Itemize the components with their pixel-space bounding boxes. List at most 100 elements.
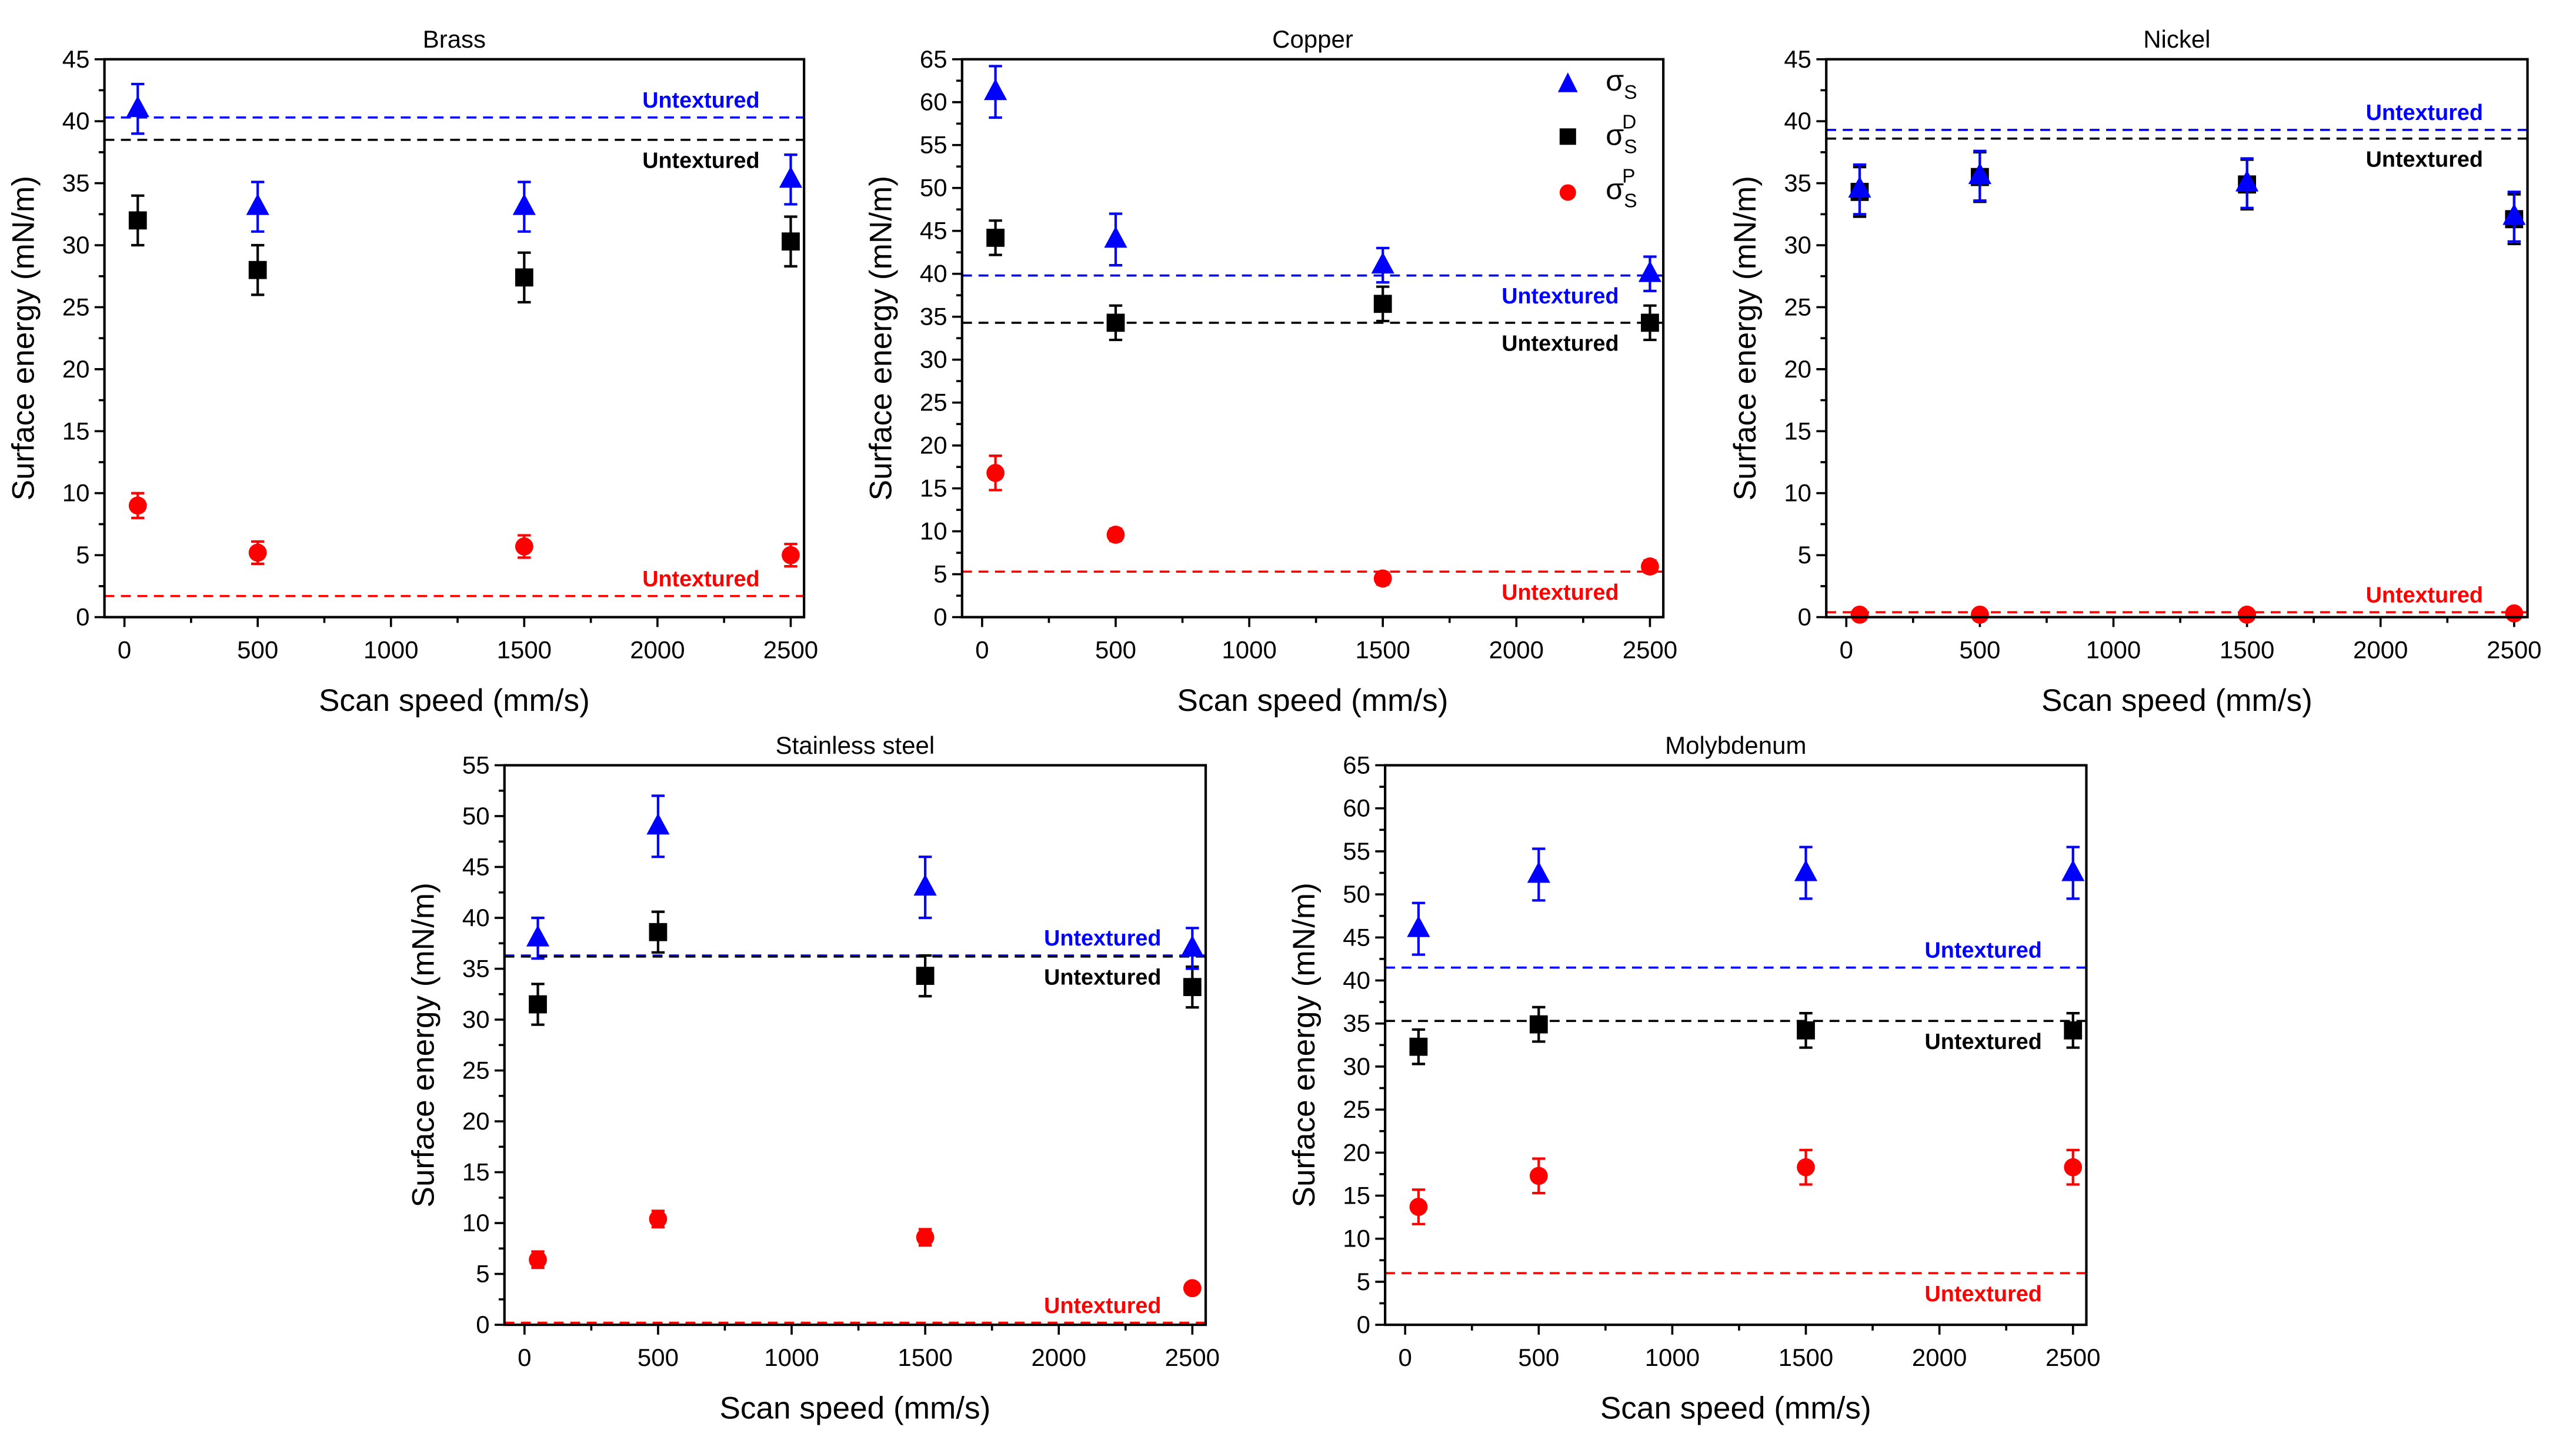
- plot-frame: [1384, 764, 2088, 1327]
- y-tick-label: 30: [1343, 1053, 1370, 1080]
- x-tick-label: 1500: [897, 1344, 952, 1371]
- data-point-total: [1104, 226, 1127, 248]
- data-point-polar: [1373, 569, 1392, 588]
- data-point-total: [126, 95, 149, 118]
- y-tick-label: 25: [1343, 1095, 1370, 1123]
- x-tick-label: 500: [1095, 636, 1136, 664]
- x-tick-label: 1000: [1645, 1344, 1700, 1371]
- legend-label: σSP: [1606, 166, 1637, 212]
- y-tick-label: 40: [1343, 966, 1370, 994]
- data-point-dispersive: [1641, 313, 1659, 332]
- untextured-label: Untextured: [1925, 1030, 2042, 1054]
- y-tick-label: 55: [1343, 837, 1370, 865]
- legend-symbol: σ: [1606, 118, 1624, 151]
- y-tick-label: 35: [920, 303, 947, 330]
- data-point-dispersive: [649, 923, 668, 941]
- data-point-dispersive: [248, 260, 267, 279]
- legend-subscript: S: [1624, 136, 1637, 158]
- data-point-dispersive: [1529, 1015, 1548, 1034]
- untextured-label: Untextured: [1044, 965, 1161, 990]
- x-tick-label: 0: [118, 636, 131, 664]
- x-tick-label: 0: [1399, 1344, 1412, 1371]
- legend-symbol: σ: [1606, 64, 1624, 97]
- y-tick-label: 25: [62, 293, 90, 320]
- x-tick-label: 500: [638, 1344, 679, 1371]
- y-tick-label: 5: [933, 560, 947, 588]
- data-point-polar: [782, 546, 800, 564]
- y-tick-label: 45: [462, 853, 490, 880]
- data-point-polar: [2238, 605, 2257, 624]
- y-tick-label: 35: [462, 955, 490, 983]
- y-tick-label: 50: [1343, 880, 1370, 908]
- data-point-total: [526, 925, 550, 947]
- x-axis-label: Scan speed (mm/s): [2041, 683, 2313, 718]
- y-tick-label: 40: [1784, 107, 1811, 135]
- y-tick-label: 5: [76, 541, 89, 569]
- data-point-polar: [529, 1250, 547, 1269]
- x-tick-label: 1500: [1778, 1344, 1833, 1371]
- data-point-total: [246, 193, 269, 215]
- legend-marker-triangle: [1558, 72, 1578, 92]
- data-point-dispersive: [1106, 313, 1125, 332]
- data-point-total: [1371, 252, 1394, 274]
- x-tick-label: 2500: [1623, 636, 1677, 664]
- y-tick-label: 5: [1798, 541, 1811, 569]
- y-tick-label: 15: [1784, 417, 1811, 445]
- untextured-label: Untextured: [1044, 926, 1161, 951]
- x-tick-label: 2000: [1912, 1344, 1967, 1371]
- y-tick-label: 15: [62, 417, 90, 445]
- data-point-polar: [1409, 1198, 1428, 1216]
- data-point-polar: [916, 1228, 935, 1247]
- data-point-total: [2061, 860, 2085, 881]
- untextured-label: Untextured: [642, 567, 759, 592]
- untextured-label: Untextured: [1925, 1282, 2042, 1307]
- y-tick-label: 15: [920, 475, 947, 502]
- y-tick-label: 10: [1343, 1225, 1370, 1252]
- data-point-total: [1527, 861, 1550, 883]
- y-tick-label: 45: [920, 217, 947, 245]
- data-point-dispersive: [2064, 1021, 2083, 1040]
- y-tick-label: 20: [1343, 1138, 1370, 1166]
- data-point-polar: [248, 543, 267, 562]
- y-tick-label: 10: [62, 479, 90, 507]
- data-point-total: [2502, 203, 2526, 225]
- x-tick-label: 0: [1840, 636, 1853, 664]
- untextured-label: Untextured: [642, 148, 759, 173]
- untextured-label: Untextured: [1501, 580, 1619, 605]
- y-tick-label: 30: [62, 231, 90, 259]
- x-tick-label: 1000: [1222, 636, 1276, 664]
- legend-label: σS: [1606, 64, 1637, 103]
- data-point-dispersive: [1797, 1021, 1815, 1040]
- legend-label: σSD: [1606, 111, 1637, 158]
- x-tick-label: 2500: [763, 636, 818, 664]
- y-tick-label: 0: [1357, 1311, 1370, 1338]
- plot-frame: [103, 58, 806, 619]
- data-point-dispersive: [1409, 1037, 1428, 1056]
- y-tick-label: 40: [920, 260, 947, 288]
- untextured-label: Untextured: [1925, 938, 2042, 963]
- data-point-total: [1638, 260, 1662, 282]
- y-axis-label: Surface energy (mN/m): [863, 176, 898, 500]
- data-point-dispersive: [916, 967, 935, 985]
- legend-superscript: P: [1622, 166, 1635, 188]
- data-point-dispersive: [529, 995, 547, 1014]
- plot-frame: [503, 764, 1207, 1327]
- y-tick-label: 20: [462, 1107, 490, 1135]
- panel-copper: Copper 0 500 1000 1500 2000 2500 0 5 10 15 20 25 30 35…: [863, 25, 1677, 718]
- data-point-polar: [2064, 1158, 2083, 1177]
- y-tick-label: 60: [1343, 794, 1370, 822]
- y-tick-label: 55: [462, 751, 490, 779]
- data-point-total: [779, 166, 803, 188]
- data-point-polar: [1529, 1167, 1548, 1185]
- data-point-total: [1848, 176, 1871, 198]
- data-point-polar: [1106, 526, 1125, 544]
- y-tick-label: 20: [920, 432, 947, 459]
- untextured-label: Untextured: [1501, 284, 1619, 309]
- x-tick-label: 2000: [2353, 636, 2408, 664]
- y-tick-label: 0: [1798, 603, 1811, 631]
- x-axis-label: Scan speed (mm/s): [1177, 683, 1449, 718]
- y-tick-label: 20: [62, 355, 90, 383]
- y-tick-label: 0: [933, 603, 947, 631]
- data-point-dispersive: [1373, 295, 1392, 313]
